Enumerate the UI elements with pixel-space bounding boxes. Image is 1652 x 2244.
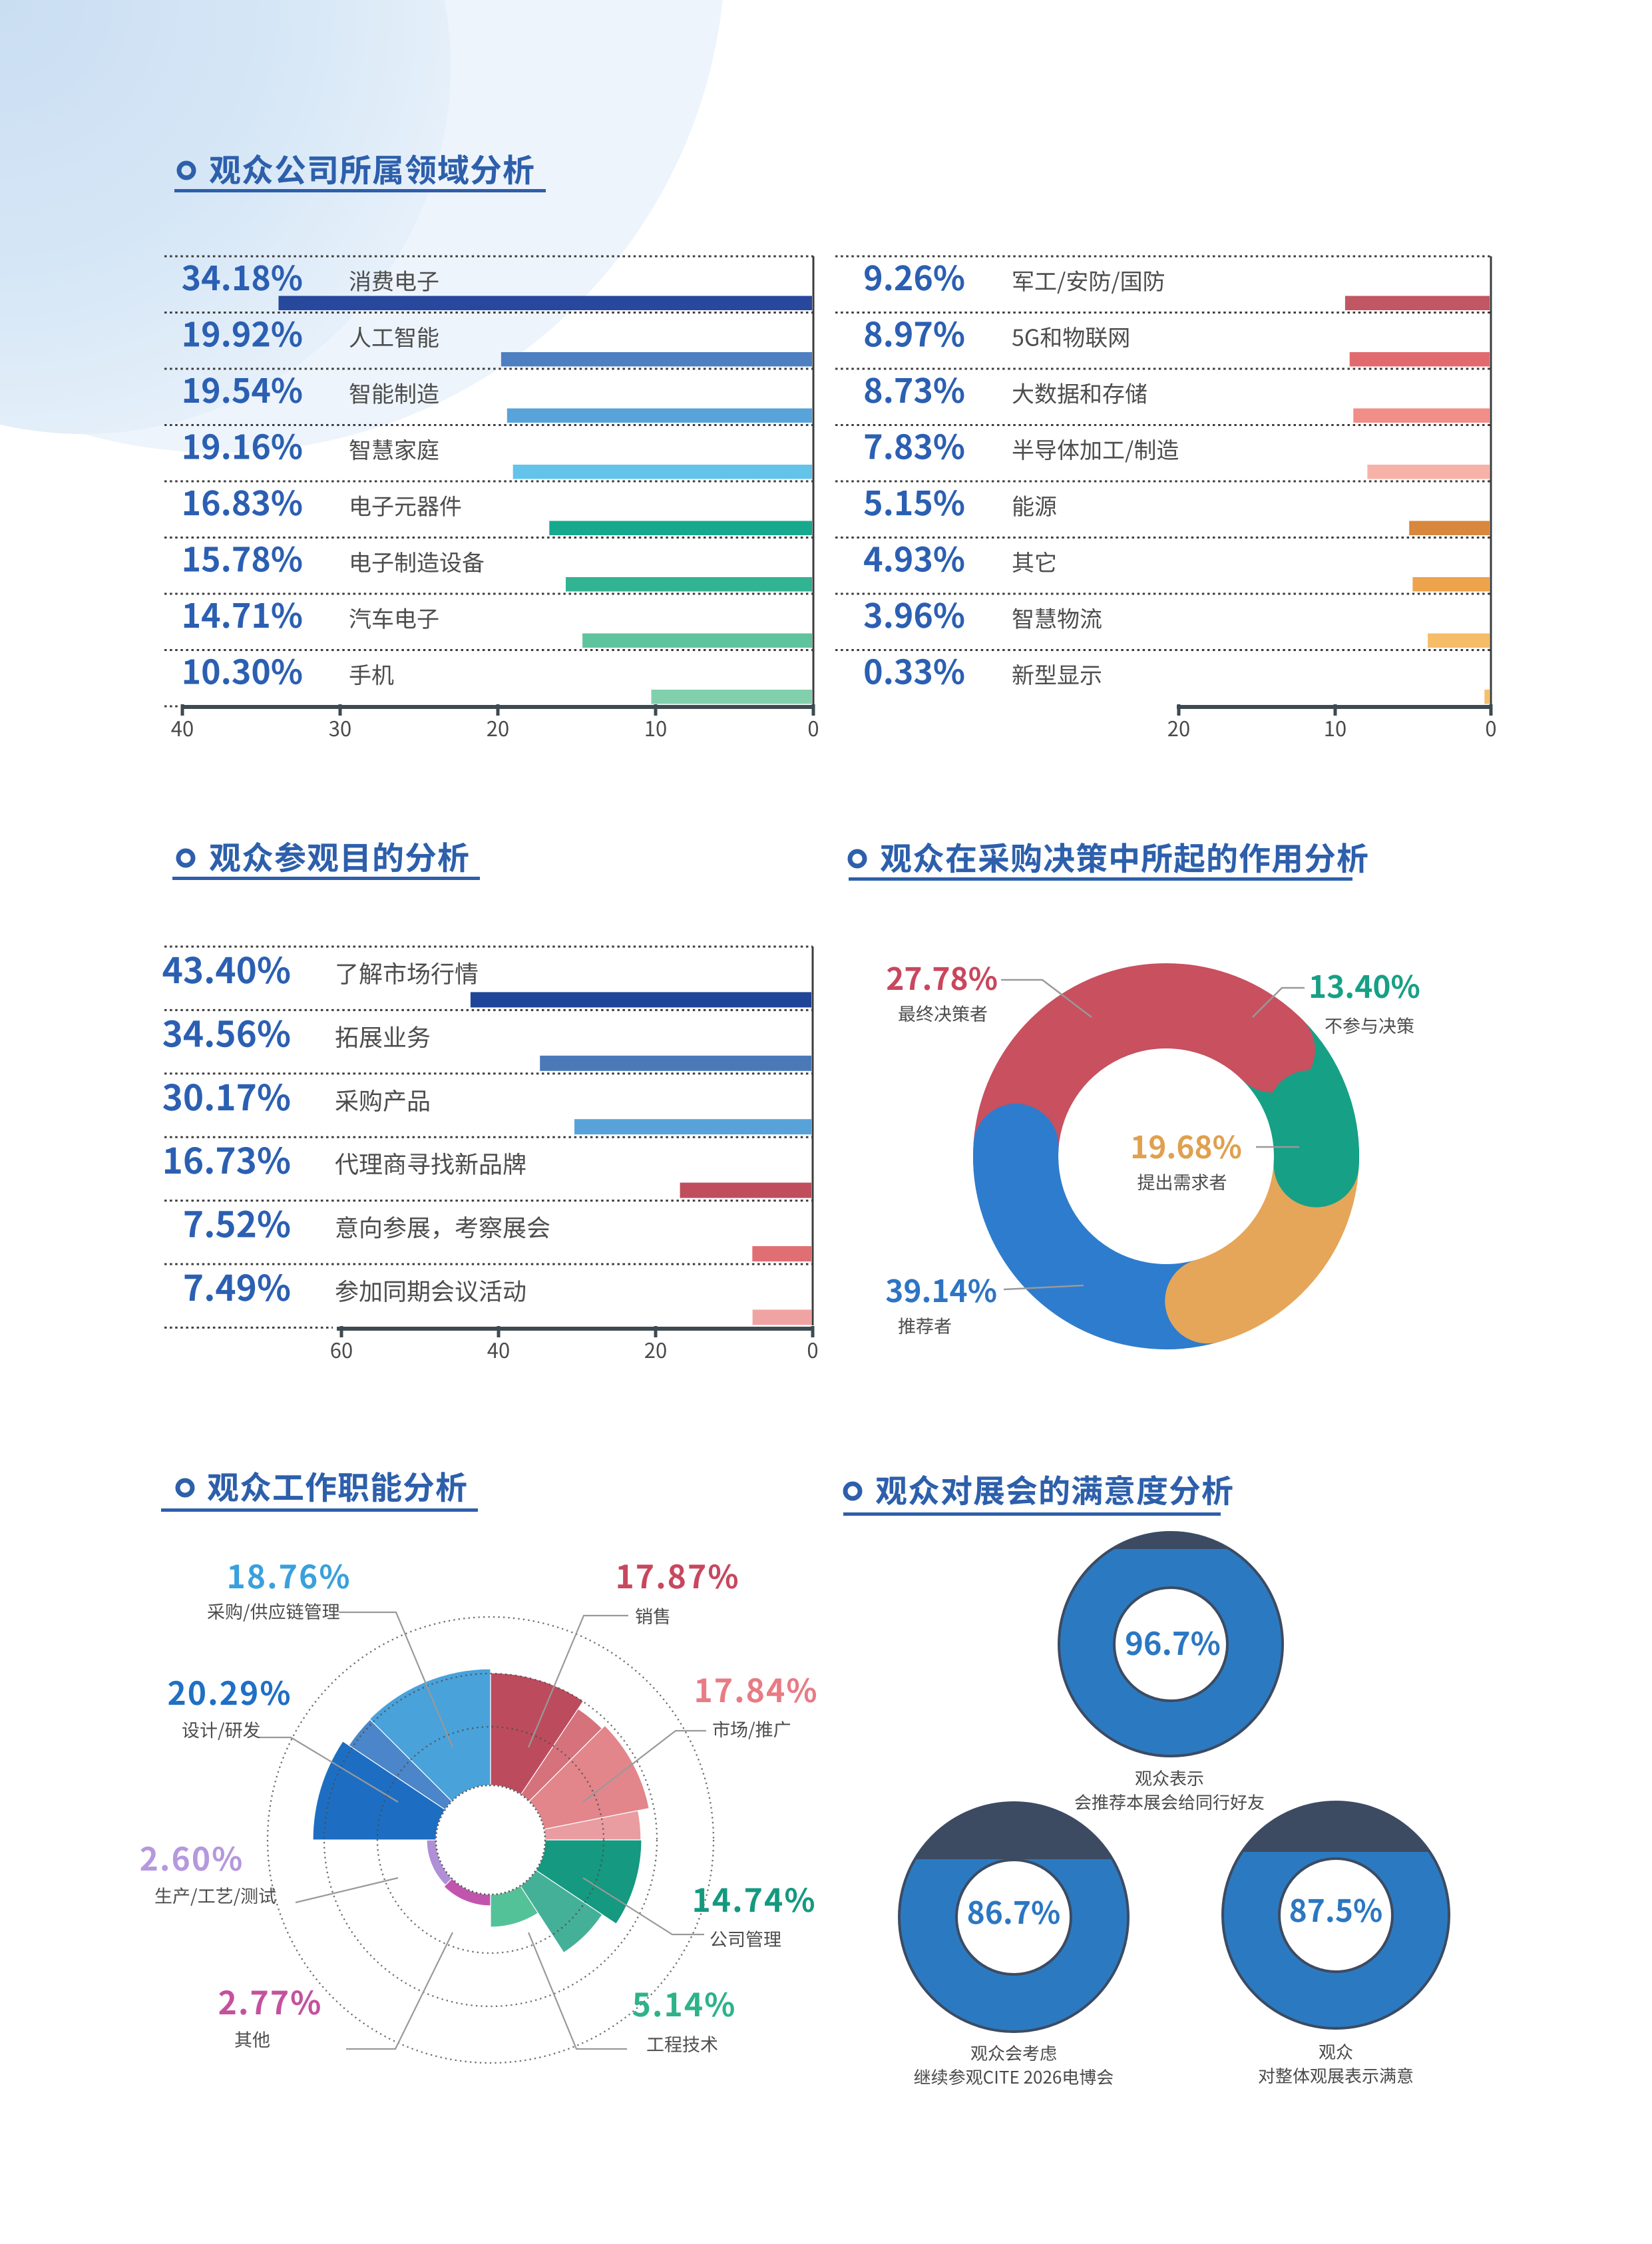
svg-text:16.83%: 16.83% [182,477,303,525]
svg-text:27.78%: 27.78% [886,955,998,999]
svg-text:电子元器件: 电子元器件 [349,489,462,521]
svg-text:20.29%: 20.29% [167,1668,292,1714]
svg-text:86.7%: 86.7% [967,1889,1061,1933]
svg-text:9.26%: 9.26% [863,252,965,300]
svg-text:18.76%: 18.76% [226,1551,351,1598]
svg-text:7.49%: 7.49% [183,1261,291,1311]
svg-text:60: 60 [330,1334,353,1364]
svg-text:军工/安防/国防: 军工/安防/国防 [1012,264,1165,296]
svg-text:会推荐本展会给同行好友: 会推荐本展会给同行好友 [1074,1789,1265,1814]
svg-text:10.30%: 10.30% [182,646,303,694]
svg-text:提出需求者: 提出需求者 [1137,1168,1227,1194]
svg-text:0: 0 [1485,712,1496,742]
svg-text:20: 20 [644,1334,667,1364]
svg-text:40: 40 [171,712,194,742]
svg-text:手机: 手机 [349,658,394,690]
svg-text:16.73%: 16.73% [162,1134,291,1184]
svg-text:0.33%: 0.33% [863,646,965,694]
svg-text:最终决策者: 最终决策者 [898,1000,988,1026]
svg-text:10: 10 [644,712,667,742]
svg-text:34.56%: 34.56% [162,1007,291,1057]
svg-text:30: 30 [329,712,351,742]
svg-text:20: 20 [487,712,509,742]
svg-text:能源: 能源 [1012,489,1057,521]
svg-text:观众在采购决策中所起的作用分析: 观众在采购决策中所起的作用分析 [880,833,1369,879]
svg-text:17.87%: 17.87% [615,1551,739,1598]
svg-text:19.16%: 19.16% [182,421,303,469]
svg-text:消费电子: 消费电子 [349,264,439,296]
svg-text:采购产品: 采购产品 [335,1082,431,1117]
svg-text:继续参观CITE 2026电博会: 继续参观CITE 2026电博会 [914,2064,1114,2089]
svg-text:5.14%: 5.14% [632,1979,737,2026]
svg-text:其它: 其它 [1012,545,1057,578]
svg-text:销售: 销售 [635,1602,671,1628]
svg-text:新型显示: 新型显示 [1012,658,1102,690]
svg-text:观众会考虑: 观众会考虑 [970,2040,1057,2065]
svg-text:观众工作职能分析: 观众工作职能分析 [207,1462,468,1508]
svg-text:智慧物流: 智慧物流 [1012,601,1102,634]
svg-text:0: 0 [807,712,819,742]
svg-text:半导体加工/制造: 半导体加工/制造 [1012,433,1179,465]
svg-text:意向参展，考察展会: 意向参展，考察展会 [335,1210,550,1244]
svg-text:参加同期会议活动: 参加同期会议活动 [335,1273,526,1307]
svg-text:其他: 其他 [234,2026,270,2052]
svg-text:19.54%: 19.54% [182,365,303,413]
svg-text:96.7%: 96.7% [1125,1618,1221,1664]
svg-text:5G和物联网: 5G和物联网 [1012,320,1130,353]
svg-text:0: 0 [807,1334,818,1364]
svg-text:汽车电子: 汽车电子 [349,601,439,634]
svg-text:工程技术: 工程技术 [646,2030,718,2056]
svg-text:30.17%: 30.17% [162,1070,291,1121]
svg-text:市场/推广: 市场/推广 [712,1715,791,1741]
svg-text:19.68%: 19.68% [1130,1124,1242,1168]
svg-text:大数据和存储: 大数据和存储 [1012,376,1147,409]
svg-text:采购/供应链管理: 采购/供应链管理 [207,1598,340,1624]
svg-text:14.74%: 14.74% [692,1875,816,1921]
svg-text:代理商寻找新品牌: 代理商寻找新品牌 [335,1146,526,1180]
svg-text:人工智能: 人工智能 [349,320,439,353]
svg-text:观众: 观众 [1319,2039,1353,2064]
svg-text:19.92%: 19.92% [182,309,303,357]
svg-text:2.60%: 2.60% [140,1833,244,1880]
svg-text:43.40%: 43.40% [162,943,291,994]
svg-text:了解市场行情: 了解市场行情 [335,955,479,990]
svg-text:观众参观目的分析: 观众参观目的分析 [209,832,470,879]
svg-text:3.96%: 3.96% [863,590,965,638]
svg-text:4.93%: 4.93% [863,534,965,582]
svg-text:设计/研发: 设计/研发 [182,1716,261,1742]
svg-text:公司管理: 公司管理 [710,1925,781,1951]
svg-text:34.18%: 34.18% [182,252,303,300]
svg-text:观众公司所属领域分析: 观众公司所属领域分析 [209,144,535,191]
svg-text:7.83%: 7.83% [863,421,965,469]
svg-text:观众表示: 观众表示 [1135,1765,1204,1790]
svg-text:2.77%: 2.77% [218,1977,323,2024]
svg-text:40: 40 [487,1334,510,1364]
svg-text:8.97%: 8.97% [863,309,965,357]
svg-text:拓展业务: 拓展业务 [335,1018,431,1053]
svg-text:14.71%: 14.71% [182,590,303,638]
svg-text:不参与决策: 不参与决策 [1325,1012,1414,1038]
svg-text:生产/工艺/测试: 生产/工艺/测试 [154,1882,276,1908]
svg-text:20: 20 [1167,712,1190,742]
svg-text:13.40%: 13.40% [1309,963,1420,1007]
svg-text:39.14%: 39.14% [885,1267,997,1311]
svg-text:8.73%: 8.73% [863,365,965,413]
svg-text:对整体观展表示满意: 对整体观展表示满意 [1258,2063,1414,2088]
svg-text:观众对展会的满意度分析: 观众对展会的满意度分析 [875,1465,1234,1512]
svg-text:智慧家庭: 智慧家庭 [349,433,439,465]
svg-text:推荐者: 推荐者 [898,1312,952,1338]
svg-text:5.15%: 5.15% [863,477,965,525]
svg-text:17.84%: 17.84% [694,1665,818,1711]
svg-text:87.5%: 87.5% [1289,1887,1383,1931]
svg-text:10: 10 [1324,712,1346,742]
svg-text:电子制造设备: 电子制造设备 [349,545,485,578]
svg-text:15.78%: 15.78% [182,534,303,582]
svg-text:7.52%: 7.52% [183,1198,291,1248]
svg-text:智能制造: 智能制造 [349,376,439,409]
